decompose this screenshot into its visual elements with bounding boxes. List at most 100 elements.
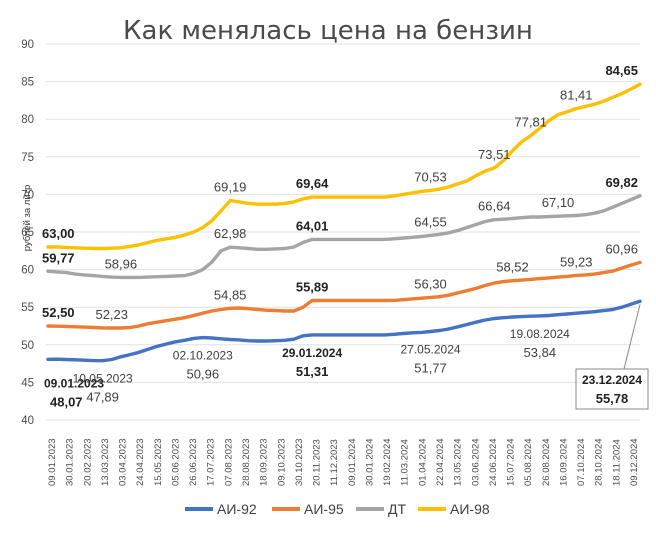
series-line-2 [46, 260, 642, 330]
legend: АИ-92 АИ-95 ДТ АИ-98 [185, 501, 490, 517]
data-label: 59,23 [560, 254, 593, 269]
x-tick: 05.06.2023 [170, 438, 181, 486]
data-label: 58,96 [105, 256, 138, 271]
date-label: 23.12.2024 [582, 373, 642, 387]
data-label: 63,00 [42, 226, 75, 241]
series-lines [46, 82, 642, 363]
x-tick: 13.05.2024 [453, 438, 464, 486]
y-tick-65: 65 [21, 227, 34, 239]
data-label: 58,52 [496, 260, 529, 275]
date-value-label: 47,89 [86, 390, 119, 405]
x-tick-labels: 09.01.2023 30.01.2023 20.02.2023 13.03.2023… [47, 438, 640, 486]
series-line-4 [46, 82, 642, 251]
date-label: 02.10.2023 [173, 349, 233, 363]
x-tick: 03.04.2023 [118, 438, 129, 486]
y-axis-label: рублей за литр [22, 185, 33, 252]
data-label: 64,01 [296, 218, 329, 233]
series-line-1 [46, 299, 642, 363]
data-label: 55,89 [296, 280, 329, 295]
x-tick: 05.08.2024 [523, 438, 534, 486]
data-label: 70,53 [414, 169, 447, 184]
date-value-label: 48,07 [50, 394, 83, 409]
y-tick-labels: 40 45 50 55 60 65 70 75 80 85 90 [21, 39, 34, 427]
data-label: 66,64 [478, 199, 511, 214]
date-value-label: 55,78 [596, 391, 629, 406]
data-label: 60,96 [605, 241, 638, 256]
legend-label-4: АИ-98 [450, 501, 490, 517]
date-label: 10.05.2023 [73, 372, 133, 386]
y-tick-40: 40 [21, 415, 34, 427]
x-tick: 03.06.2024 [470, 438, 481, 486]
x-tick: 30.01.2023 [65, 438, 76, 486]
date-label: 29.01.2024 [282, 346, 342, 360]
legend-label-1: АИ-92 [217, 501, 257, 517]
x-tick: 28.10.2024 [594, 438, 605, 486]
legend-label-3: ДТ [388, 501, 406, 517]
data-label: 73,51 [478, 147, 511, 162]
data-label: 69,82 [605, 175, 638, 190]
data-label: 52,23 [95, 307, 128, 322]
data-label: 67,10 [542, 195, 575, 210]
data-label: 81,41 [560, 88, 593, 103]
x-tick: 26.06.2023 [188, 438, 199, 486]
date-value-label: 51,77 [414, 360, 447, 375]
x-tick: 11.12.2023 [329, 439, 340, 486]
x-tick: 30.10.2023 [294, 438, 305, 486]
x-tick: 15.05.2023 [153, 438, 164, 486]
x-tick: 07.08.2023 [223, 438, 234, 486]
callout-box [575, 368, 649, 410]
x-tick: 09.10.2023 [276, 438, 287, 486]
x-tick: 16.09.2024 [558, 438, 569, 486]
x-tick: 20.11.2023 [312, 439, 323, 486]
x-tick: 09.12.2024 [629, 438, 640, 486]
x-tick: 07.10.2024 [576, 438, 587, 486]
data-label: 69,64 [296, 176, 329, 191]
x-tick: 15.07.2024 [506, 438, 517, 486]
x-tick: 26.08.2024 [541, 438, 552, 486]
x-tick: 18.09.2023 [259, 438, 270, 486]
date-label: 09.01.2023 [44, 376, 104, 390]
data-label: 84,65 [605, 63, 638, 78]
y-tick-90: 90 [21, 39, 34, 51]
x-tick: 19.02.2024 [382, 438, 393, 486]
y-tick-60: 60 [21, 265, 34, 277]
x-tick: 22.04.2024 [435, 438, 446, 486]
x-tick: 09.01.2024 [347, 438, 358, 486]
date-value-label: 51,31 [296, 364, 329, 379]
data-label: 77,81 [514, 115, 547, 130]
y-grid [46, 43, 640, 421]
x-tick: 18.11.2024 [611, 439, 622, 486]
y-tick-55: 55 [21, 302, 34, 314]
y-tick-80: 80 [21, 114, 34, 126]
data-label: 59,77 [42, 250, 75, 265]
date-labels: 09.01.2023 48,07 10.05.2023 47,89 02.10.2023… [44, 304, 649, 410]
x-tick: 11.03.2024 [400, 439, 411, 486]
x-tick: 24.04.2023 [135, 438, 146, 486]
legend-label-2: АИ-95 [304, 501, 344, 517]
x-tick: 28.08.2023 [241, 438, 252, 486]
series-line-3 [46, 194, 642, 280]
date-label: 27.05.2024 [400, 342, 460, 356]
x-tick: 13.03.2023 [100, 438, 111, 486]
data-label: 69,19 [214, 179, 247, 194]
y-tick-45: 45 [21, 377, 34, 389]
x-tick: 30.01.2024 [364, 438, 375, 486]
data-label: 52,50 [42, 305, 75, 320]
y-tick-50: 50 [21, 340, 34, 352]
date-label: 19.08.2024 [510, 327, 570, 341]
date-value-label: 50,96 [187, 367, 220, 382]
y-tick-85: 85 [21, 77, 34, 89]
x-tick: 24.06.2024 [488, 438, 499, 486]
callout-line [623, 304, 641, 370]
x-tick: 01.04.2024 [417, 438, 428, 486]
data-label: 56,30 [414, 276, 447, 291]
data-label: 54,85 [214, 287, 247, 302]
data-labels: 63,00 69,19 69,64 70,53 73,51 77,81 81,41 84,65… [42, 63, 638, 322]
y-tick-75: 75 [21, 152, 34, 164]
x-tick: 17.07.2023 [206, 438, 217, 486]
x-tick: 09.01.2023 [47, 438, 58, 486]
data-label: 62,98 [214, 226, 247, 241]
y-tick-70: 70 [21, 189, 34, 201]
x-tick: 20.02.2023 [82, 438, 93, 486]
